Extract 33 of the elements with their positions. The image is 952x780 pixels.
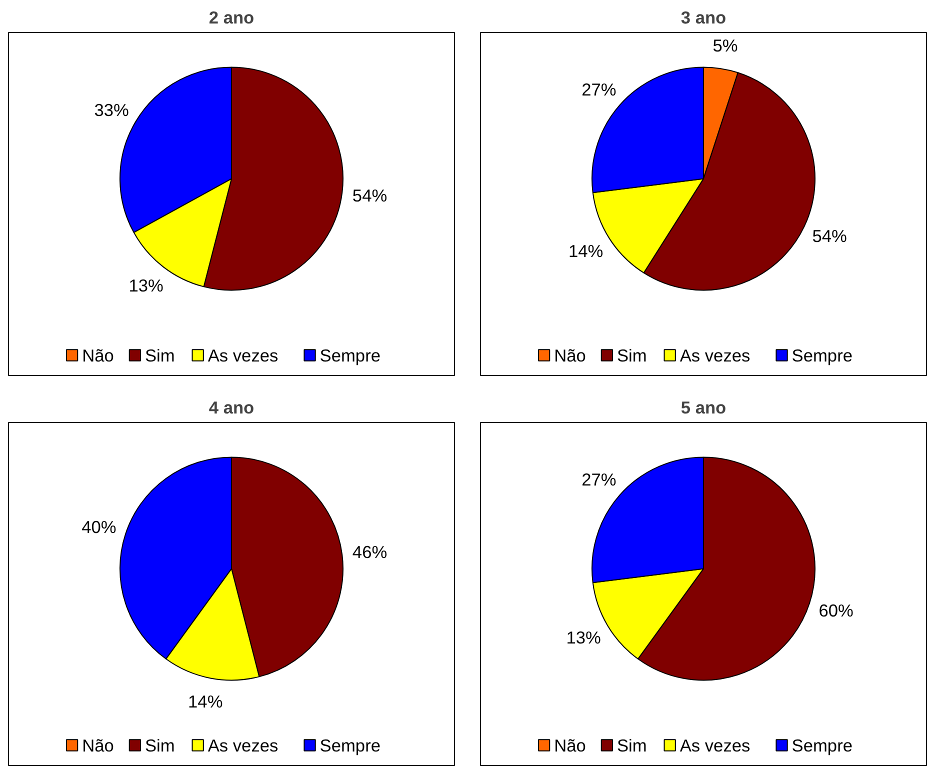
data-label: 27%: [582, 79, 616, 100]
legend-label: Não: [82, 345, 114, 366]
chart-title: 5 ano: [680, 398, 726, 418]
data-label: 14%: [188, 691, 223, 712]
legend-label: Sim: [616, 345, 647, 366]
data-label: 33%: [94, 100, 129, 120]
legend-label: Não: [82, 735, 114, 756]
chart-title: 2 ano: [208, 8, 254, 28]
legend-label: Sempre: [792, 345, 852, 366]
legend-label: Sim: [616, 735, 647, 756]
legend-label: Sim: [144, 735, 175, 756]
data-label: 54%: [812, 226, 847, 246]
legend-label: As vezes: [208, 345, 278, 366]
data-label: 27%: [582, 469, 616, 490]
legend-label: As vezes: [680, 735, 750, 756]
data-label: 13%: [128, 275, 164, 296]
legend-label: Sim: [144, 345, 175, 366]
legend-label: As vezes: [208, 735, 278, 756]
legend-label: Não: [554, 345, 586, 366]
data-label: 54%: [352, 186, 388, 206]
legend-label: Sempre: [792, 735, 852, 756]
legend-label: Sempre: [320, 345, 380, 366]
data-label: 5%: [712, 35, 738, 56]
data-label: 14%: [568, 241, 604, 262]
data-label: 13%: [566, 627, 601, 648]
data-label: 46%: [352, 542, 388, 562]
chart-title: 4 ano: [208, 398, 254, 418]
legend-label: As vezes: [680, 345, 750, 366]
legend-label: Sempre: [320, 735, 380, 756]
data-label: 60%: [818, 600, 854, 620]
legend-label: Não: [554, 735, 586, 756]
data-label: 40%: [82, 516, 116, 537]
chart-title: 3 ano: [680, 8, 726, 28]
